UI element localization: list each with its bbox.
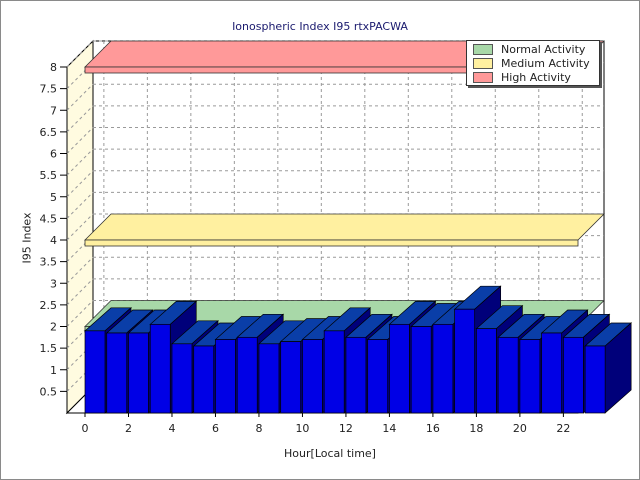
bar-front [454, 308, 476, 414]
y-tick-label: 3 [50, 277, 57, 290]
bar-front [519, 339, 541, 414]
legend-label-high: High Activity [501, 70, 571, 84]
grid-line-side [66, 170, 94, 198]
bar-front [280, 341, 302, 414]
grid-line-side [66, 192, 94, 219]
bar-23 [584, 322, 633, 414]
legend-item-medium: Medium Activity [467, 56, 599, 70]
grid-line-side [66, 40, 94, 68]
bar-front [563, 336, 584, 414]
bar-front [410, 326, 432, 414]
y-tick-label: 8 [50, 61, 57, 74]
y-tick-label: 4 [50, 234, 57, 247]
bar-front [128, 332, 149, 414]
bar-front [367, 339, 389, 414]
y-tick-label: 2.5 [40, 299, 58, 312]
bar-front [389, 323, 410, 414]
band-front-1 [84, 239, 579, 247]
x-tick-label: 0 [82, 422, 89, 435]
legend-item-high: High Activity [467, 70, 599, 84]
grid-line-side [66, 148, 94, 176]
bar-front [432, 323, 454, 414]
y-tick-label: 1 [50, 364, 57, 377]
bar-front [323, 330, 345, 414]
bar-front [497, 336, 519, 414]
y-tick-label: 6.5 [40, 126, 58, 139]
y-tick-label: 4.5 [40, 212, 58, 225]
grid-line-side [66, 300, 94, 327]
x-tick-label: 12 [339, 422, 353, 435]
legend-label-medium: Medium Activity [501, 56, 590, 70]
bar-front [584, 345, 606, 414]
band-top-1 [84, 213, 605, 241]
x-tick-label: 22 [556, 422, 570, 435]
chart-title: Ionospheric Index I95 rtxPACWA [232, 20, 408, 33]
y-tick-label: 1.5 [40, 342, 58, 355]
bar-front [236, 336, 258, 414]
grid-line-side [66, 256, 94, 284]
x-tick-label: 8 [255, 422, 262, 435]
legend-label-normal: Normal Activity [501, 42, 586, 56]
grid-line-side [66, 278, 94, 306]
legend-swatch-normal [473, 43, 493, 55]
grid-line-side [66, 213, 94, 241]
bar-front [106, 332, 128, 414]
bar-front [193, 345, 215, 414]
grid-line-side [66, 127, 94, 154]
grid-line-side [66, 105, 94, 133]
x-tick-label: 4 [168, 422, 175, 435]
x-tick-label: 6 [212, 422, 219, 435]
bar-front [171, 343, 193, 414]
legend-item-normal: Normal Activity [467, 42, 599, 56]
x-tick-label: 18 [469, 422, 483, 435]
x-tick-label: 2 [125, 422, 132, 435]
y-tick-label: 2 [50, 321, 57, 334]
bar-front [476, 328, 497, 414]
x-tick-label: 10 [295, 422, 309, 435]
x-axis-ticks: 0 2 4 6 8 10 12 14 16 18 20 22 [82, 413, 570, 435]
bar-front [258, 343, 280, 414]
x-tick-label: 20 [513, 422, 527, 435]
x-tick-label: 14 [382, 422, 396, 435]
y-axis-ticks: 0.5 1 1.5 2 2.5 3 3.5 4 4.5 5 5.5 6 6.5 7 7.5 8 [40, 61, 67, 398]
y-tick-label: 7.5 [40, 83, 58, 96]
y-tick-label: 5.5 [40, 169, 58, 182]
y-tick-label: 3.5 [40, 256, 58, 269]
x-axis-label: Hour[Local time] [284, 447, 376, 460]
legend-swatch-high [473, 71, 493, 83]
legend-swatch-medium [473, 57, 493, 69]
bar-front [345, 336, 367, 414]
x-tick-label: 16 [426, 422, 440, 435]
bar-front [149, 323, 171, 414]
y-tick-label: 5 [50, 191, 57, 204]
y-axis-label: I95 Index [20, 212, 34, 264]
chart-legend: Normal Activity Medium Activity High Act… [466, 40, 600, 86]
grid-line-side [66, 83, 94, 111]
bar-front [541, 332, 562, 414]
bar-series [84, 285, 633, 414]
y-tick-label: 7 [50, 104, 57, 117]
bar-front [215, 339, 236, 414]
y-tick-label: 0.5 [40, 385, 58, 398]
y-tick-label: 6 [50, 148, 57, 161]
bar-front [84, 330, 106, 414]
bar-front [302, 339, 323, 414]
